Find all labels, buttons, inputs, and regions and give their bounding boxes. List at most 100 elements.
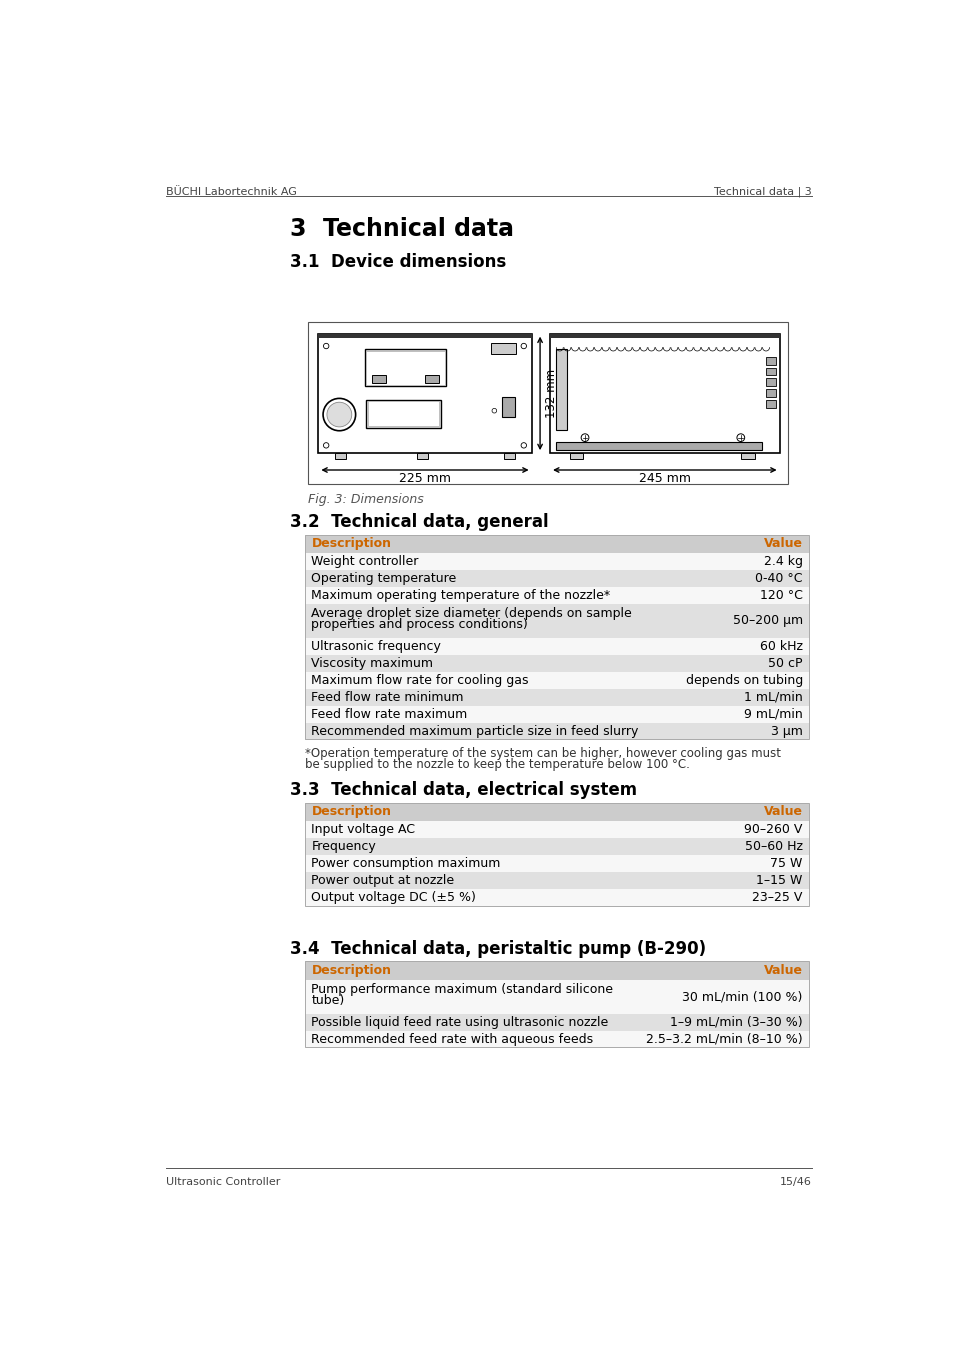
Text: Feed flow rate maximum: Feed flow rate maximum (311, 707, 467, 721)
Text: 245 mm: 245 mm (639, 472, 690, 485)
Bar (550, 333, 779, 454)
Text: Maximum operating temperature of the nozzle*: Maximum operating temperature of the noz… (311, 589, 610, 602)
Bar (305, 672, 808, 688)
Bar (305, 1014, 808, 1030)
Text: 3 μm: 3 μm (770, 725, 802, 737)
Bar (305, 587, 808, 603)
Bar (305, 554, 808, 570)
Bar (569, 454, 583, 459)
Text: Frequency: Frequency (311, 840, 375, 853)
Circle shape (323, 343, 329, 348)
Bar (372, 375, 385, 383)
Bar (491, 343, 516, 354)
Circle shape (492, 409, 497, 413)
Bar (501, 397, 514, 417)
Text: 9 mL/min: 9 mL/min (743, 707, 802, 721)
Text: Description: Description (311, 537, 391, 551)
Text: 1234: 1234 (384, 406, 423, 421)
Text: 72.0°c: 72.0°c (380, 356, 430, 370)
Bar (305, 888, 808, 906)
Text: 60 kHz: 60 kHz (759, 640, 802, 653)
Text: 30 mL/min (100 %): 30 mL/min (100 %) (681, 990, 802, 1003)
Bar (740, 454, 754, 459)
Bar (765, 389, 776, 397)
Text: Input voltage AC: Input voltage AC (311, 824, 415, 836)
Text: 120 °C: 120 °C (760, 589, 802, 602)
Text: properties and process conditions): properties and process conditions) (311, 618, 528, 630)
Bar (556, 443, 761, 450)
Bar (305, 722, 808, 740)
Text: Power consumption maximum: Power consumption maximum (311, 857, 500, 869)
Bar (305, 570, 808, 587)
Text: 3.1  Device dimensions: 3.1 Device dimensions (290, 252, 505, 271)
Text: 225 mm: 225 mm (398, 472, 451, 485)
Text: Operating temperature: Operating temperature (311, 572, 456, 585)
Bar (305, 1030, 808, 1048)
Text: 50–200 μm: 50–200 μm (732, 614, 802, 628)
Bar (765, 356, 776, 365)
Text: Value: Value (763, 537, 802, 551)
Text: 3.2  Technical data, general: 3.2 Technical data, general (290, 513, 548, 531)
Text: Value: Value (763, 806, 802, 818)
Bar (305, 803, 808, 906)
Circle shape (520, 443, 526, 448)
Text: depends on tubing: depends on tubing (685, 674, 802, 687)
Bar (305, 961, 808, 1048)
Bar (305, 961, 808, 980)
Text: 50–60 Hz: 50–60 Hz (744, 840, 802, 853)
Text: Description: Description (311, 964, 391, 977)
Bar (425, 375, 439, 383)
Circle shape (323, 443, 329, 448)
Bar (305, 688, 808, 706)
Bar (307, 323, 787, 483)
Bar (305, 821, 808, 838)
Text: 132 mm: 132 mm (544, 369, 558, 418)
Text: Feed flow rate minimum: Feed flow rate minimum (311, 691, 463, 703)
Circle shape (520, 343, 526, 348)
Bar (305, 803, 808, 821)
Bar (305, 603, 808, 637)
Text: 1–9 mL/min (3–30 %): 1–9 mL/min (3–30 %) (669, 1015, 802, 1029)
Bar (365, 350, 446, 386)
Text: Maximum flow rate for cooling gas: Maximum flow rate for cooling gas (311, 674, 528, 687)
Text: tube): tube) (311, 994, 344, 1007)
Bar (305, 855, 808, 872)
Bar (305, 535, 808, 740)
Bar (305, 706, 808, 722)
Bar (416, 454, 427, 459)
Circle shape (327, 402, 352, 427)
Bar (504, 454, 515, 459)
Bar (366, 351, 444, 385)
Circle shape (580, 433, 588, 441)
Bar (318, 333, 531, 454)
Bar (765, 367, 776, 375)
Bar (305, 872, 808, 888)
Circle shape (736, 433, 744, 441)
Text: Possible liquid feed rate using ultrasonic nozzle: Possible liquid feed rate using ultrason… (311, 1015, 608, 1029)
Text: 3.4  Technical data, peristaltic pump (B-290): 3.4 Technical data, peristaltic pump (B-… (290, 940, 705, 957)
Text: Fig. 3: Dimensions: Fig. 3: Dimensions (307, 493, 423, 506)
Text: *Operation temperature of the system can be higher, however cooling gas must: *Operation temperature of the system can… (305, 747, 781, 760)
Bar (305, 655, 808, 672)
Bar (550, 333, 779, 339)
Text: Ultrasonic frequency: Ultrasonic frequency (311, 640, 441, 653)
Text: 15/46: 15/46 (780, 1177, 811, 1187)
Text: Power output at nozzle: Power output at nozzle (311, 873, 454, 887)
Text: Pump performance maximum (standard silicone: Pump performance maximum (standard silic… (311, 983, 613, 996)
Text: Recommended feed rate with aqueous feeds: Recommended feed rate with aqueous feeds (311, 1033, 593, 1045)
Bar (305, 535, 808, 554)
Text: 3  Technical data: 3 Technical data (290, 217, 514, 242)
Bar (305, 637, 808, 655)
Text: 0-40 °C: 0-40 °C (755, 572, 802, 585)
Text: Technical data | 3: Technical data | 3 (714, 186, 811, 197)
Text: 90–260 V: 90–260 V (743, 824, 802, 836)
Bar (305, 980, 808, 1014)
Bar (335, 454, 346, 459)
Circle shape (323, 398, 355, 431)
Text: 1–15 W: 1–15 W (756, 873, 802, 887)
Text: 2.5–3.2 mL/min (8–10 %): 2.5–3.2 mL/min (8–10 %) (645, 1033, 802, 1045)
Text: be supplied to the nozzle to keep the temperature below 100 °C.: be supplied to the nozzle to keep the te… (305, 757, 689, 771)
Text: 2.4 kg: 2.4 kg (763, 555, 802, 568)
Bar (305, 838, 808, 855)
Text: Viscosity maximum: Viscosity maximum (311, 656, 433, 670)
